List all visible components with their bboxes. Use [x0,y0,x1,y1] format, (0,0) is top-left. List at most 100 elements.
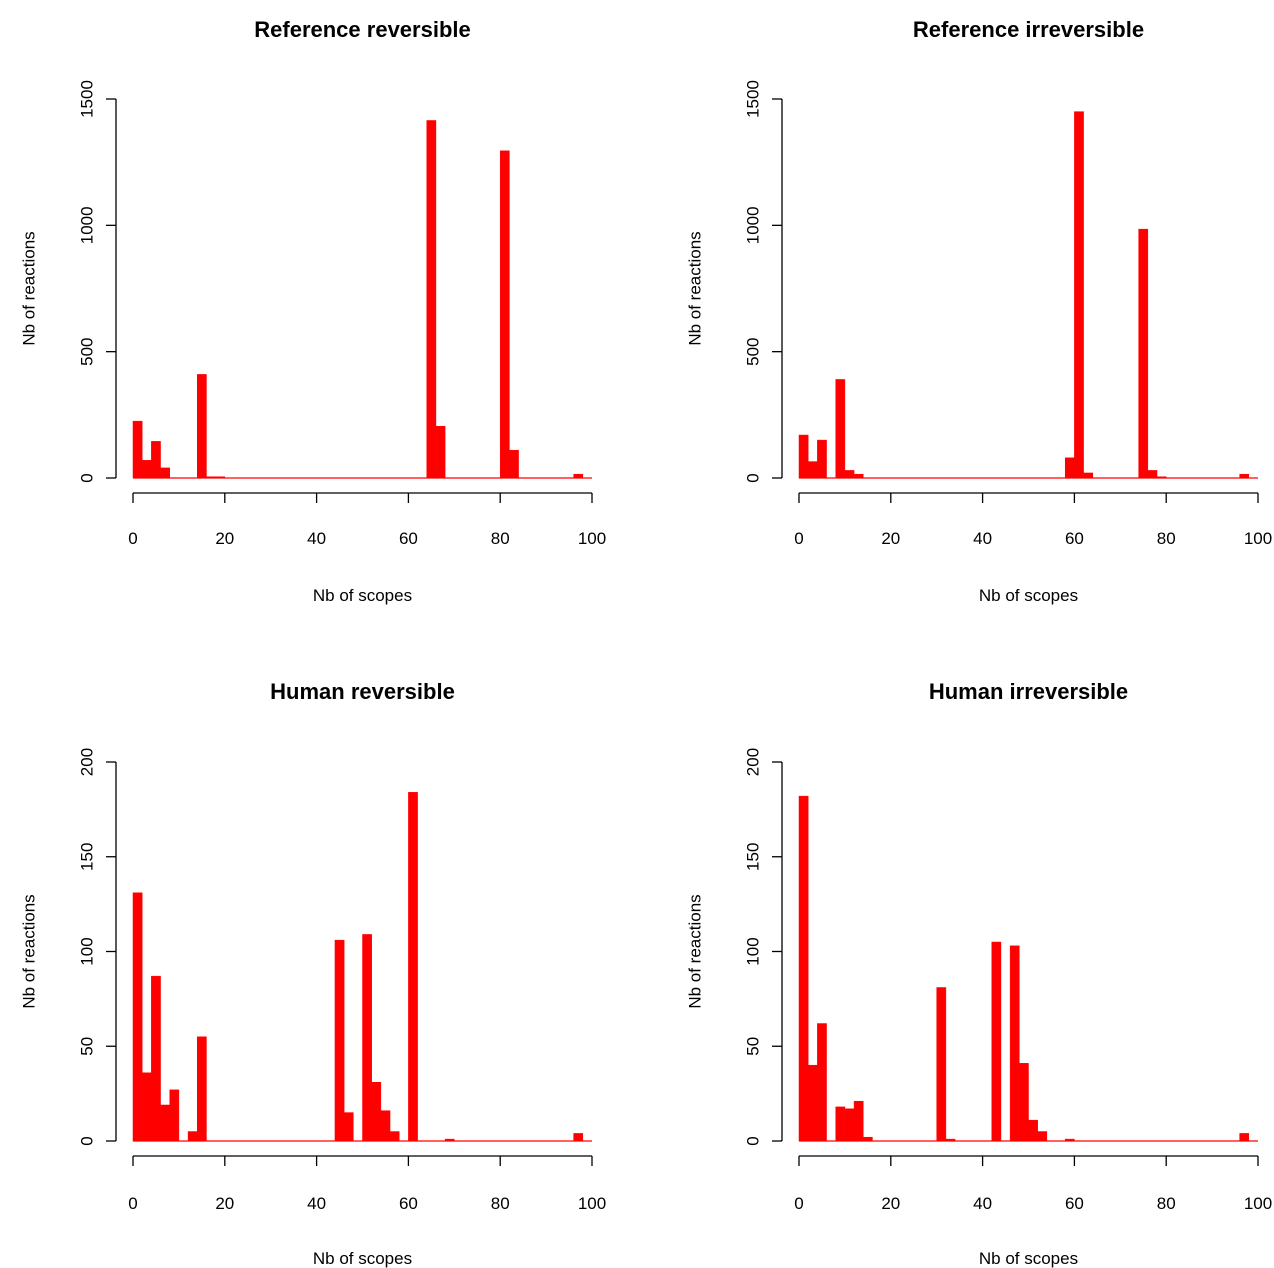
y-tick-label: 0 [77,473,96,482]
bar-bin-78 [1156,476,1167,479]
x-tick-label: 100 [578,1194,606,1213]
x-tick-label: 40 [307,529,326,548]
panel-reference-irreversible: Reference irreversible 0 20 40 60 80 100 Nb of … [685,17,1272,605]
bar-bin-52 [371,1082,382,1142]
y-axis-label: Nb of reactions [19,231,38,345]
x-axis-label: Nb of scopes [313,1249,412,1268]
x-tick-label: 80 [491,529,510,548]
x-tick-label: 80 [491,1194,510,1213]
x-tick-label: 20 [881,1194,900,1213]
bar-bin-56 [389,1131,400,1142]
bar-bin-50 [1028,1119,1038,1142]
panel-human-irreversible: Human irreversible 0 20 40 60 80 100 Nb of scop… [685,679,1272,1268]
x-tick-label: 80 [1157,1194,1176,1213]
y-tick-label: 100 [77,937,96,965]
bar-bin-66 [435,425,446,479]
chart-title: Reference irreversible [913,17,1144,42]
y-tick-label: 100 [743,937,762,965]
x-tick-label: 100 [1244,529,1272,548]
bar-bin-80 [499,150,510,479]
y-tick-label: 1000 [77,206,96,244]
bar-bin-10 [844,470,855,479]
x-tick-label: 100 [1244,1194,1272,1213]
bar-bin-32 [945,1138,956,1142]
bar-bin-8 [169,1089,180,1142]
bar-bin-4 [151,975,161,1142]
x-tick-label: 100 [578,529,606,548]
bar-bin-44 [334,939,345,1142]
y-tick-label: 50 [77,1037,96,1056]
x-tick-label: 60 [1065,529,1084,548]
bar-bin-52 [1037,1131,1048,1142]
bar-bin-0 [132,892,143,1142]
bar-bin-62 [1083,472,1094,479]
y-tick-label: 150 [77,843,96,871]
x-tick-label: 40 [307,1194,326,1213]
x-axis-label: Nb of scopes [313,586,412,605]
chart-title: Human reversible [270,679,455,704]
y-tick-label: 0 [743,1136,762,1145]
bar-bin-4 [817,1023,827,1142]
y-tick-label: 1500 [77,80,96,118]
bar-bin-54 [380,1110,391,1142]
x-tick-label: 60 [1065,1194,1084,1213]
y-tick-label: 1500 [743,80,762,118]
x-tick-label: 0 [794,529,803,548]
bar-bin-0 [798,795,809,1142]
bar-bin-4 [817,439,827,479]
bar-bin-50 [362,934,372,1142]
x-tick-label: 20 [215,529,234,548]
bar-bin-14 [197,374,207,479]
x-tick-label: 0 [794,1194,803,1213]
y-tick-label: 500 [77,337,96,365]
bar-bin-0 [132,420,143,479]
chart-title: Human irreversible [929,679,1128,704]
bar-bin-74 [1138,228,1149,479]
y-axis-label: Nb of reactions [19,894,38,1008]
bar-bin-2 [141,1072,152,1142]
bar-bin-48 [1019,1063,1029,1142]
bar-bin-16 [206,476,216,479]
bar-bin-46 [1009,945,1020,1142]
bar-bin-12 [853,473,864,479]
bar-bin-12 [187,1131,198,1142]
y-axis-label: Nb of reactions [685,231,704,345]
bar-bin-42 [991,941,1002,1142]
x-tick-label: 60 [399,1194,418,1213]
bar-bin-60 [408,792,418,1142]
bar-bin-64 [426,120,437,479]
bar-bin-82 [509,449,519,479]
y-tick-label: 150 [743,843,762,871]
y-tick-label: 50 [743,1037,762,1056]
bar-bin-30 [936,987,947,1142]
y-tick-label: 0 [77,1136,96,1145]
bar-bin-14 [197,1036,207,1142]
x-tick-label: 0 [128,529,137,548]
bar-bin-96 [1239,473,1250,479]
panel-human-reversible: Human reversible 0 20 40 60 80 100 Nb of scopes… [19,679,606,1268]
y-axis-label: Nb of reactions [685,894,704,1008]
y-tick-label: 200 [77,748,96,776]
bar-bin-8 [835,1106,846,1142]
y-tick-label: 200 [743,748,762,776]
bar-bin-18 [215,476,226,479]
chart-title: Reference reversible [254,17,470,42]
bar-bin-46 [343,1112,354,1142]
y-tick-label: 0 [743,473,762,482]
x-tick-label: 80 [1157,529,1176,548]
x-tick-label: 40 [973,529,992,548]
bar-bin-8 [835,379,846,479]
bar-bin-58 [1064,457,1075,479]
x-axis-label: Nb of scopes [979,586,1078,605]
bar-bin-96 [573,473,584,479]
y-tick-label: 500 [743,337,762,365]
y-tick-label: 1000 [743,206,762,244]
x-tick-label: 20 [881,529,900,548]
x-tick-label: 20 [215,1194,234,1213]
bar-bin-10 [844,1108,855,1142]
bar-bin-0 [798,434,809,479]
bar-bin-14 [863,1136,873,1142]
bar-bin-2 [141,460,152,479]
bar-bin-2 [807,461,818,479]
bar-bin-6 [160,1104,170,1142]
